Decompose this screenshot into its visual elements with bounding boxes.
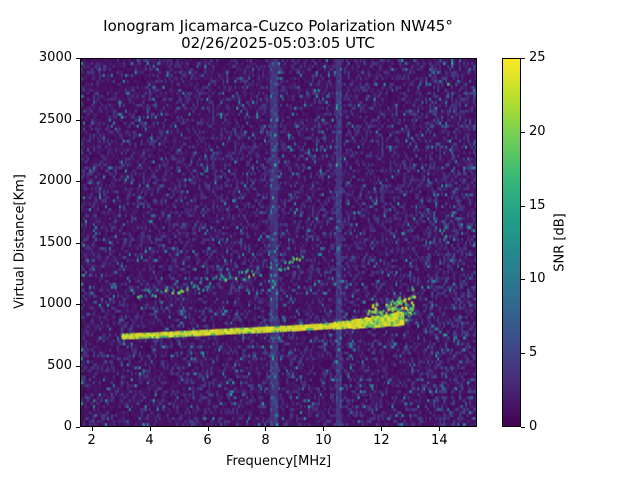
y-tick: [76, 242, 80, 244]
colorbar-tick-label: 0: [529, 419, 538, 434]
y-tick: [76, 58, 80, 59]
x-axis-title: Frequency[MHz]: [225, 454, 332, 469]
y-tick-label: 2000: [38, 173, 72, 188]
x-tick: [149, 427, 151, 431]
colorbar-tick: [521, 279, 525, 281]
colorbar-tick-label: 25: [529, 50, 546, 65]
colorbar-tick: [521, 205, 525, 207]
colorbar-tick: [521, 427, 525, 428]
y-tick-label: 500: [47, 357, 72, 373]
chart-title-line2: 02/26/2025-05:03:05 UTC: [181, 34, 375, 52]
x-tick: [439, 427, 441, 431]
colorbar-title: SNR [dB]: [552, 213, 568, 272]
x-tick: [91, 427, 93, 431]
y-tick: [76, 427, 80, 428]
y-tick: [76, 304, 80, 305]
x-tick-label: 14: [431, 433, 448, 448]
y-tick-label: 2500: [38, 111, 72, 127]
heatmap-canvas: [81, 59, 476, 426]
y-tick-label: 1000: [38, 296, 72, 311]
x-tick-label: 6: [203, 433, 212, 448]
x-tick: [323, 427, 325, 431]
colorbar-tick: [521, 58, 525, 59]
x-tick: [207, 427, 209, 431]
y-tick: [76, 181, 80, 182]
x-tick: [265, 427, 267, 431]
x-tick-label: 10: [315, 433, 332, 448]
y-axis-title: Virtual Distance[Km]: [12, 174, 28, 309]
x-tick-label: 12: [373, 433, 390, 448]
ionogram-heatmap: [80, 58, 477, 427]
y-tick-label: 0: [63, 419, 72, 434]
y-tick: [76, 365, 80, 367]
chart-title-line1: Ionogram Jicamarca-Cuzco Polarization NW…: [103, 17, 453, 35]
x-tick-label: 8: [261, 433, 270, 448]
y-tick-label: 3000: [38, 50, 72, 65]
x-tick-label: 4: [145, 433, 154, 448]
y-tick-label: 1500: [38, 234, 72, 250]
x-tick-label: 2: [87, 433, 96, 448]
colorbar: [502, 58, 521, 427]
colorbar-tick-label: 5: [529, 345, 538, 361]
colorbar-tick-label: 10: [529, 271, 546, 287]
x-tick: [381, 427, 383, 431]
y-tick: [76, 119, 80, 121]
colorbar-tick: [521, 131, 525, 133]
colorbar-tick-label: 20: [529, 123, 546, 139]
colorbar-tick-label: 15: [529, 197, 546, 213]
colorbar-tick: [521, 353, 525, 355]
